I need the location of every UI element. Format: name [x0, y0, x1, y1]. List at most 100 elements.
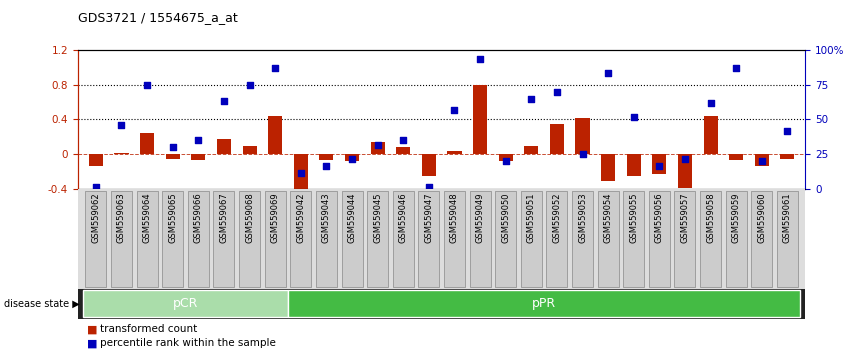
Text: ■: ■	[87, 338, 97, 348]
Point	[89, 184, 103, 189]
Text: GSM559050: GSM559050	[501, 192, 510, 243]
Bar	[140, 133, 154, 154]
FancyBboxPatch shape	[598, 192, 618, 286]
Bar	[550, 124, 564, 154]
Bar	[165, 154, 180, 159]
Bar	[448, 151, 462, 154]
Point	[165, 144, 179, 150]
Point	[601, 70, 615, 76]
Bar	[216, 139, 231, 154]
Bar	[755, 154, 769, 166]
Bar	[627, 154, 641, 176]
Text: GSM559048: GSM559048	[450, 192, 459, 243]
Text: GSM559059: GSM559059	[732, 192, 740, 243]
Point	[755, 159, 769, 164]
FancyBboxPatch shape	[700, 192, 721, 286]
Bar	[345, 154, 359, 161]
Bar	[601, 154, 615, 181]
Point	[422, 184, 436, 189]
Bar	[780, 154, 794, 159]
Point	[499, 159, 513, 164]
Text: transformed count: transformed count	[100, 324, 197, 334]
Point	[780, 128, 794, 133]
Point	[729, 65, 743, 70]
Bar	[473, 85, 488, 154]
Point	[652, 163, 666, 169]
Point	[268, 65, 282, 70]
Text: pPR: pPR	[532, 297, 556, 310]
Point	[704, 100, 718, 105]
FancyBboxPatch shape	[111, 192, 132, 286]
FancyBboxPatch shape	[393, 192, 414, 286]
FancyBboxPatch shape	[444, 192, 465, 286]
FancyBboxPatch shape	[162, 192, 184, 286]
FancyBboxPatch shape	[469, 192, 490, 286]
FancyBboxPatch shape	[290, 192, 311, 286]
Point	[217, 98, 231, 104]
Bar	[703, 116, 718, 154]
FancyBboxPatch shape	[213, 192, 235, 286]
FancyBboxPatch shape	[188, 192, 209, 286]
Bar	[652, 154, 667, 174]
FancyBboxPatch shape	[520, 192, 542, 286]
Text: GSM559049: GSM559049	[475, 192, 485, 243]
Text: GSM559061: GSM559061	[783, 192, 792, 243]
Text: GSM559053: GSM559053	[578, 192, 587, 243]
Bar	[83, 290, 288, 317]
Text: GSM559069: GSM559069	[271, 192, 280, 243]
FancyBboxPatch shape	[265, 192, 286, 286]
Bar	[288, 290, 800, 317]
Text: GSM559045: GSM559045	[373, 192, 382, 243]
Point	[550, 88, 564, 94]
FancyBboxPatch shape	[752, 192, 772, 286]
Text: GSM559062: GSM559062	[92, 192, 100, 243]
Text: GSM559042: GSM559042	[296, 192, 306, 243]
Point	[345, 156, 359, 161]
Text: GSM559047: GSM559047	[424, 192, 433, 243]
FancyBboxPatch shape	[546, 192, 567, 286]
Text: GSM559063: GSM559063	[117, 192, 126, 243]
FancyBboxPatch shape	[316, 192, 337, 286]
Text: GDS3721 / 1554675_a_at: GDS3721 / 1554675_a_at	[78, 11, 237, 24]
Point	[294, 170, 307, 176]
Bar	[114, 153, 128, 154]
FancyBboxPatch shape	[624, 192, 644, 286]
Text: GSM559058: GSM559058	[706, 192, 715, 243]
Point	[525, 96, 539, 101]
Point	[371, 142, 385, 148]
Point	[191, 138, 205, 143]
Text: GSM559051: GSM559051	[527, 192, 536, 243]
Text: GSM559065: GSM559065	[168, 192, 178, 243]
Text: GSM559067: GSM559067	[219, 192, 229, 243]
Bar	[268, 116, 282, 154]
Bar	[242, 146, 256, 154]
FancyBboxPatch shape	[649, 192, 670, 286]
Point	[397, 138, 410, 143]
Text: GSM559054: GSM559054	[604, 192, 612, 243]
Text: GSM559066: GSM559066	[194, 192, 203, 243]
Point	[114, 122, 128, 128]
Bar	[397, 147, 410, 154]
Point	[140, 82, 154, 87]
Text: GSM559052: GSM559052	[553, 192, 561, 243]
Text: GSM559060: GSM559060	[758, 192, 766, 243]
FancyBboxPatch shape	[777, 192, 798, 286]
Text: GSM559043: GSM559043	[322, 192, 331, 243]
FancyBboxPatch shape	[86, 192, 107, 286]
Text: GSM559057: GSM559057	[681, 192, 689, 243]
Bar	[576, 118, 590, 154]
FancyBboxPatch shape	[137, 192, 158, 286]
Point	[242, 82, 256, 87]
Bar	[499, 154, 513, 161]
Bar	[678, 154, 692, 188]
Text: GSM559055: GSM559055	[630, 192, 638, 243]
Point	[320, 163, 333, 169]
FancyBboxPatch shape	[726, 192, 746, 286]
Text: GSM559056: GSM559056	[655, 192, 664, 243]
FancyBboxPatch shape	[495, 192, 516, 286]
Bar	[371, 142, 385, 154]
Bar	[524, 146, 539, 154]
Text: GSM559068: GSM559068	[245, 192, 254, 243]
FancyBboxPatch shape	[418, 192, 439, 286]
FancyBboxPatch shape	[341, 192, 363, 286]
